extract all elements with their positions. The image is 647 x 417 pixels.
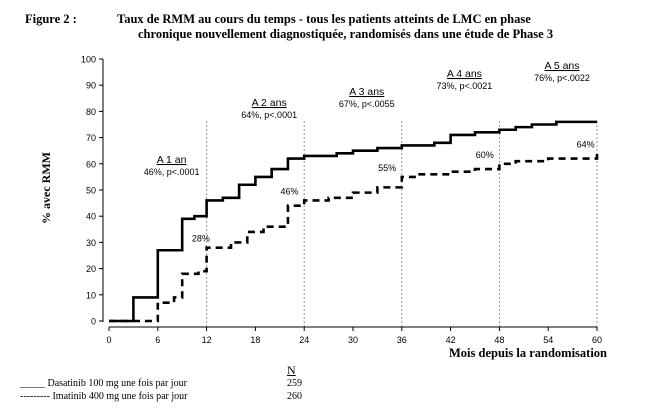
series-value-label-y1: 28% [192, 234, 210, 244]
annotation-header-y5: A 5 ans [544, 60, 579, 72]
x-tick-label-12: 12 [202, 335, 212, 345]
x-tick-label-42: 42 [446, 335, 456, 345]
x-tick-label-54: 54 [543, 335, 553, 345]
annotation-text-y5: 76%, p<.0022 [534, 73, 590, 83]
annotation-text-y2: 64%, p<.0001 [241, 110, 297, 120]
x-tick-label-30: 30 [348, 335, 358, 345]
y-tick-label-30: 30 [86, 238, 96, 248]
y-tick-label-80: 80 [86, 107, 96, 117]
x-tick-label-36: 36 [397, 335, 407, 345]
series-value-label-y5: 64% [577, 139, 595, 149]
annotation-header-y2: A 2 ans [252, 97, 287, 109]
y-tick-label-50: 50 [86, 186, 96, 196]
y-tick-label-100: 100 [81, 55, 96, 65]
y-tick-label-10: 10 [86, 290, 96, 300]
ticks: 0 10 20 30 40 50 60 70 80 90 100 0 6 12 18 24 30 36 42 48 54… [81, 55, 602, 346]
x-tick-label-48: 48 [494, 335, 504, 345]
y-tick-label-90: 90 [86, 81, 96, 91]
y-tick-label-60: 60 [86, 159, 96, 169]
annotation-text-y4: 73%, p<.0021 [436, 81, 492, 91]
legend-label: _____ Dasatinib 100 mg une fois par jour [20, 378, 187, 389]
series-line-imatinib [109, 153, 599, 323]
series-line-dasatinib [109, 120, 597, 323]
legend-n-value: 260 [287, 391, 302, 402]
series-value-label-y4: 60% [476, 150, 494, 160]
legend-label: --------- Imatinib 400 mg une fois par j… [20, 391, 188, 402]
annotation-header-y1: A 1 an [157, 154, 187, 166]
figure-title-line2: chronique nouvellement diagnostiquée, ra… [138, 27, 554, 41]
mmr-rate-chart: 0 10 20 30 40 50 60 70 80 90 100 0 6 12 18 24 30 36 42 48 54… [39, 55, 607, 361]
legend-n-value: 259 [287, 378, 302, 389]
reference-lines [206, 119, 598, 327]
x-tick-label-60: 60 [592, 335, 602, 345]
series [109, 120, 599, 323]
annotation-text-y3: 67%, p<.0055 [339, 99, 395, 109]
y-tick-label-20: 20 [86, 264, 96, 274]
figure-number: Figure 2 : [25, 12, 77, 26]
series-value-label-y3: 55% [378, 163, 396, 173]
x-tick-label-6: 6 [155, 335, 160, 345]
x-tick-label-0: 0 [106, 335, 111, 345]
annotation-text-y1: 46%, p<.0001 [144, 167, 200, 177]
y-tick-label-40: 40 [86, 212, 96, 222]
figure-title-line1: Taux de RMM au cours du temps - tous les… [117, 12, 531, 26]
annotation-header-y3: A 3 ans [349, 86, 384, 98]
legend-n-header: N [287, 363, 296, 377]
annotation-header-y4: A 4 ans [447, 68, 482, 80]
x-axis-label: Mois depuis la randomisation [449, 346, 607, 360]
y-tick-label-0: 0 [91, 317, 96, 327]
x-tick-label-24: 24 [299, 335, 309, 345]
y-tick-label-70: 70 [86, 133, 96, 143]
y-axis-label: % avec RMM [39, 152, 53, 224]
series-value-label-y2: 46% [281, 186, 299, 196]
x-tick-label-18: 18 [250, 335, 260, 345]
